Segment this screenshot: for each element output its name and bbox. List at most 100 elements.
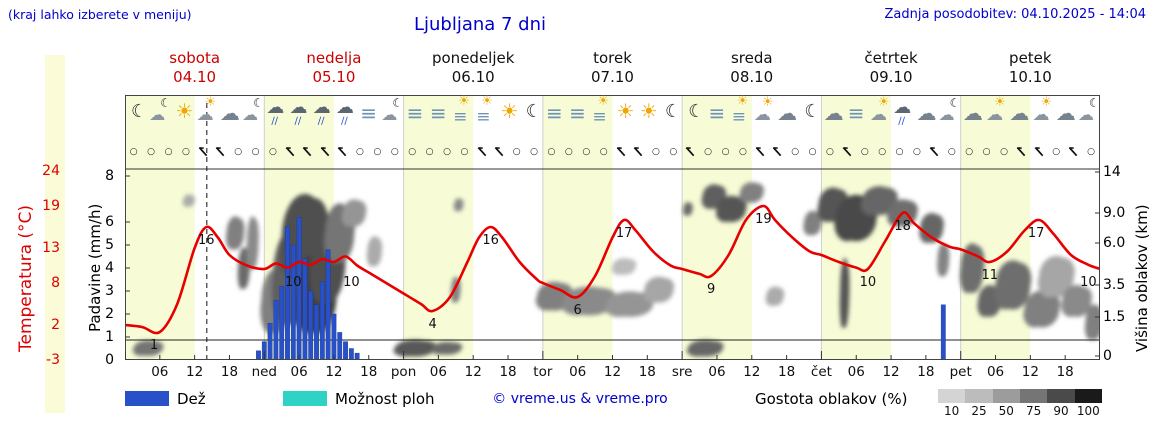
wind-circle-glyph: ○ <box>669 147 678 157</box>
wind-circle-glyph: ○ <box>1000 147 1008 157</box>
temperature-curve <box>125 204 1100 335</box>
cloud-blob <box>366 245 376 267</box>
menu-hint: (kraj lahko izberete v meniju) <box>8 7 192 22</box>
wind-circle-icon: ○ <box>177 141 194 163</box>
wind-circle-icon: ○ <box>595 141 612 163</box>
x-label-pet: pet <box>949 364 972 380</box>
cloud-blob <box>656 278 675 295</box>
fog-icon: ≡ <box>427 97 450 139</box>
fog-glyph: ≡ <box>545 101 563 125</box>
fog-glyph: ≡ <box>569 101 586 125</box>
wind-barb-glyph: ↾ <box>923 141 946 163</box>
day-shading-band <box>403 95 474 360</box>
density-value-50: 50 <box>998 404 1014 418</box>
cloud-blob <box>132 345 151 356</box>
wind-barb: ↾ <box>280 141 301 163</box>
temp-value-label: 18 <box>894 219 911 234</box>
x-axis-label-row: 06 12 18 ned 06 12 18 pon 06 12 18 tor 06 12 18 sre 06 12… <box>125 364 1100 382</box>
wind-circle-icon: ○ <box>873 141 890 163</box>
mooncloud-icon: ☾ ☁ <box>241 97 264 139</box>
temp-value-label: 19 <box>755 212 772 227</box>
partly-glyph: ☀ <box>878 95 890 110</box>
wind-barb-glyph: ↾ <box>836 141 859 163</box>
x-label-18: 18 <box>360 364 378 380</box>
cloud-blob <box>929 214 944 234</box>
cloud-density-label: Gostota oblakov (%) <box>755 390 908 408</box>
cloud-icon: ☁ <box>822 97 845 139</box>
wind-circle-icon: ○ <box>508 141 525 163</box>
precip-tick-3: 3 <box>105 283 114 299</box>
temp-tick-24: 24 <box>42 163 60 179</box>
cloud-blob <box>876 187 898 207</box>
temp-value-label: 16 <box>482 233 499 248</box>
x-label-ned: ned <box>251 364 277 380</box>
moon-icon: ☾ <box>520 97 543 139</box>
density-value-10: 10 <box>944 404 960 418</box>
precip-bars <box>256 217 946 360</box>
x-label-18: 18 <box>778 364 796 380</box>
temp-value-label: 10 <box>343 275 360 290</box>
wind-barb-glyph: ↾ <box>610 141 632 163</box>
day-header-ponedeljek: ponedeljek 06.10 <box>404 49 543 89</box>
wind-circle-glyph: ○ <box>147 147 156 157</box>
wind-barb-glyph: ↾ <box>1062 141 1085 163</box>
cloud-icon: ☁ <box>1007 97 1030 139</box>
day-name: nedelja <box>306 49 362 67</box>
cloud-density-values: 10 25 50 75 90 100 <box>938 404 1102 418</box>
wind-circle-glyph: ○ <box>512 147 521 157</box>
x-label-12: 12 <box>743 364 761 380</box>
wind-circle-icon: ○ <box>351 141 368 163</box>
rain-icon: ☁ ∕∕ <box>311 97 334 139</box>
cloud-glyph: ☁ <box>1009 101 1030 125</box>
mooncloud-glyph: ☁ <box>938 105 955 124</box>
cloud-tick-3.5: 3.5 <box>1103 277 1126 293</box>
x-label-06: 06 <box>569 364 587 380</box>
wind-circle-icon: ○ <box>421 141 438 163</box>
wind-circle-glyph: ○ <box>791 147 800 157</box>
cloud-blob <box>1084 315 1096 340</box>
sun-icon: ☀ <box>613 97 636 139</box>
fogsun-icon: ☀ ≡ <box>729 95 752 139</box>
wind-barb-glyph: ↾ <box>488 141 510 163</box>
wind-circle-icon: ○ <box>891 141 908 163</box>
sun-icon: ☀ <box>636 97 659 139</box>
cloud-blob <box>994 275 1016 310</box>
cloud-blob <box>605 299 634 317</box>
wind-circle-icon: ○ <box>438 141 455 163</box>
mooncloud-glyph: ☾ <box>253 96 264 110</box>
wind-barb-glyph: ↾ <box>767 141 789 163</box>
copyright-link[interactable]: © vreme.us & vreme.pro <box>492 391 668 407</box>
wind-barb: ↾ <box>628 141 649 163</box>
x-label-12: 12 <box>186 364 204 380</box>
day-name: četrtek <box>864 49 918 67</box>
x-label-sre: sre <box>671 364 693 380</box>
wind-circle-icon: ○ <box>264 141 281 163</box>
wind-circle-icon: ○ <box>404 141 421 163</box>
cloud-blob <box>622 258 637 270</box>
cloud-blob <box>686 344 709 357</box>
temp-value-label: 6 <box>574 303 582 318</box>
wind-circle-icon: ○ <box>804 141 821 163</box>
fogsun-glyph: ☀ <box>458 94 470 109</box>
wind-circle-icon: ○ <box>543 141 560 163</box>
cloud-blob <box>453 202 460 212</box>
wind-barb: ↾ <box>297 141 318 163</box>
cloud-blob <box>225 226 237 250</box>
partly-glyph: ☁ <box>753 105 771 125</box>
fog-glyph: ≡ <box>360 101 377 125</box>
wind-circle-icon: ○ <box>908 141 925 163</box>
moon-icon: ☾ <box>682 97 705 139</box>
wind-barb: ↾ <box>1062 141 1085 163</box>
rain-icon: ☁ ∕∕ <box>264 97 287 139</box>
fogsun-glyph: ☀ <box>597 94 610 109</box>
wind-circle-icon: ○ <box>1082 141 1099 163</box>
temp-tick-8: 8 <box>51 275 60 291</box>
wind-barb-glyph: ↾ <box>749 141 772 163</box>
wind-circle-icon: ○ <box>247 141 264 163</box>
cloud-blob <box>309 242 332 303</box>
rain-bar <box>290 244 296 360</box>
x-label-pon: pon <box>390 364 417 380</box>
wind-barb: ↾ <box>767 141 789 163</box>
weather-icon-row: ☾ ☾ ☁ ☀ ☀ ☁ ☁ ☾ ☁ ☁ ∕∕ ☁ ∕∕ ☁ ∕∕ ☁ ∕∕ ≡ ☾ ☁ ≡ ≡ ☀ ≡ ☀ ≡ ☀ ☾ ≡ ≡ ☀ ≡ ☀ ☀ ☾ ☾… <box>125 94 1100 139</box>
wind-barb-glyph: ↾ <box>210 141 232 163</box>
